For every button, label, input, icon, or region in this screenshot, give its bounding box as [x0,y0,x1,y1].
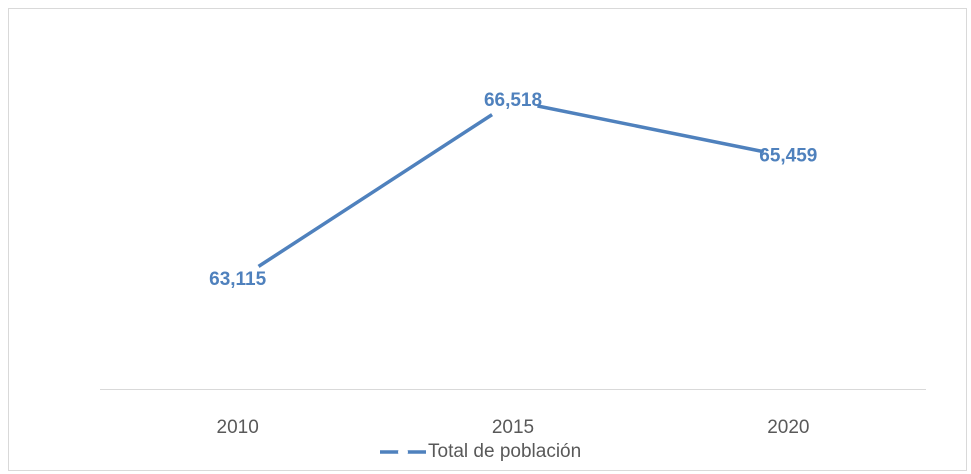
data-label: 66,518 [484,90,542,111]
point-marker [488,76,538,126]
x-tick-label: 2020 [767,417,809,438]
point-marker [763,131,814,182]
x-tick-label: 2010 [217,417,259,438]
chart-frame [8,8,967,471]
data-label: 63,115 [209,269,266,290]
data-label: 65,459 [759,146,817,167]
legend-marker [398,447,408,457]
x-tick-label: 2015 [492,417,534,438]
legend-label: Total de población [428,441,581,462]
point-marker [212,255,263,305]
